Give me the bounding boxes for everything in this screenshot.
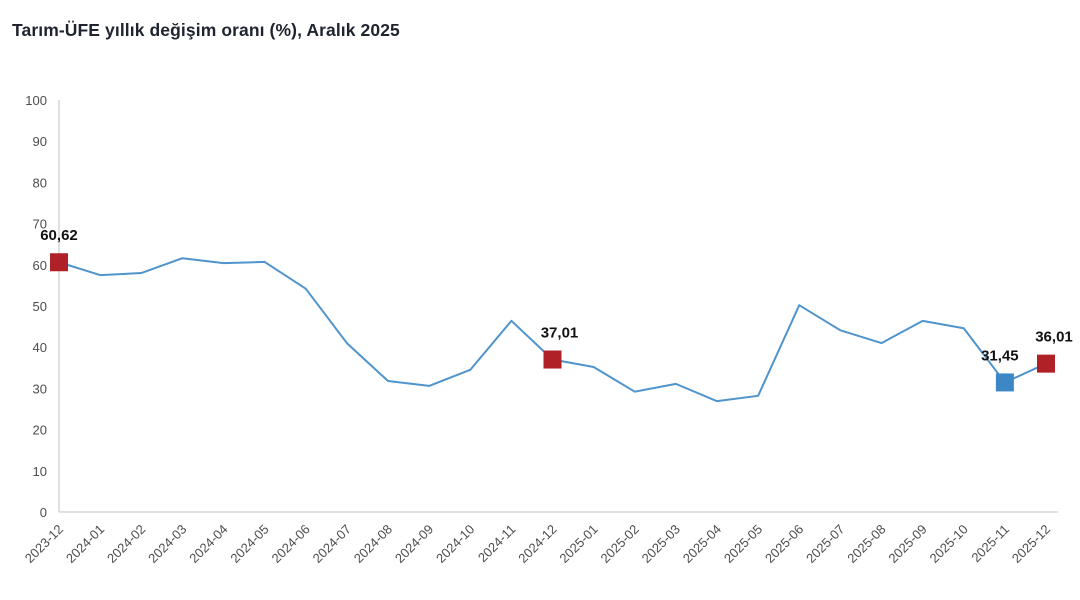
x-tick-label: 2024-07 [310, 522, 354, 566]
x-tick-label: 2024-11 [475, 522, 519, 566]
x-tick-label: 2025-03 [639, 522, 683, 566]
y-tick-label: 20 [33, 423, 47, 438]
x-tick-label: 2024-01 [63, 522, 107, 566]
x-tick-label: 2024-06 [269, 522, 313, 566]
data-label: 60,62 [40, 227, 78, 244]
x-tick-label: 2024-08 [351, 522, 395, 566]
x-tick-label: 2025-09 [885, 522, 929, 566]
highlight-marker [543, 350, 562, 369]
data-label: 31,45 [981, 347, 1019, 364]
x-tick-label: 2025-05 [721, 522, 765, 566]
x-tick-label: 2023-12 [22, 522, 66, 566]
y-tick-label: 60 [33, 258, 47, 273]
y-tick-label: 0 [40, 505, 47, 520]
x-tick-label: 2024-12 [515, 522, 559, 566]
y-tick-label: 10 [33, 464, 47, 479]
x-tick-label: 2025-04 [680, 522, 724, 566]
x-tick-label: 2024-04 [186, 522, 230, 566]
highlight-marker [995, 373, 1014, 392]
x-tick-label: 2025-12 [1009, 522, 1053, 566]
x-tick-label: 2024-03 [145, 522, 189, 566]
highlight-marker [1037, 354, 1055, 373]
highlight-marker [50, 253, 68, 272]
y-tick-label: 40 [33, 340, 47, 355]
x-tick-label: 2024-05 [227, 522, 271, 566]
x-tick-label: 2025-11 [968, 522, 1012, 566]
x-tick-label: 2025-01 [556, 522, 600, 566]
x-tick-label: 2025-08 [844, 522, 888, 566]
data-label: 36,01 [1035, 329, 1073, 346]
x-tick-label: 2025-10 [927, 522, 971, 566]
x-tick-label: 2024-02 [104, 522, 148, 566]
y-tick-label: 70 [33, 217, 47, 232]
y-tick-label: 80 [33, 175, 47, 190]
x-tick-label: 2025-02 [598, 522, 642, 566]
x-tick-label: 2024-09 [392, 522, 436, 566]
x-tick-label: 2024-10 [433, 522, 477, 566]
y-tick-label: 90 [33, 134, 47, 149]
y-tick-label: 100 [25, 93, 47, 108]
y-tick-label: 30 [33, 381, 47, 396]
chart-title: Tarım-ÜFE yıllık değişim oranı (%), Aral… [12, 20, 400, 40]
x-tick-label: 2025-06 [762, 522, 806, 566]
x-tick-label: 2025-07 [803, 522, 847, 566]
y-tick-label: 50 [33, 299, 47, 314]
data-label: 37,01 [541, 325, 579, 342]
